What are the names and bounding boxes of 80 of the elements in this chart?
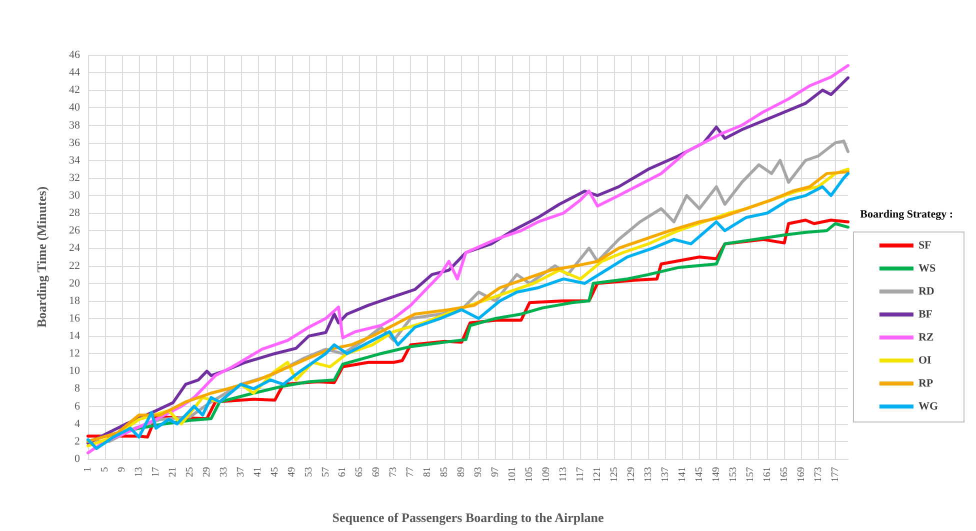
y-tick-label: 20 <box>69 277 80 290</box>
x-tick-label: 101 <box>507 467 518 482</box>
y-tick-label: 30 <box>69 190 80 202</box>
legend-label: SF <box>918 240 932 252</box>
y-tick-label: 24 <box>69 242 80 254</box>
x-tick-label: 53 <box>303 467 314 477</box>
x-tick-label: 149 <box>710 467 722 482</box>
x-tick-label: 29 <box>201 467 212 477</box>
x-tick-label: 9 <box>116 467 128 472</box>
y-tick-label: 10 <box>69 365 80 378</box>
y-tick-label: 34 <box>69 154 80 166</box>
legend-label: BF <box>918 308 933 320</box>
x-tick-label: 41 <box>252 467 264 477</box>
x-tick-label: 61 <box>337 467 348 477</box>
y-tick-label: 4 <box>74 418 80 430</box>
x-tick-label: 129 <box>626 467 637 482</box>
x-tick-label: 137 <box>660 467 671 482</box>
x-tick-label: 89 <box>456 467 468 477</box>
y-tick-label: 14 <box>69 330 80 342</box>
legend-label: RD <box>918 286 934 298</box>
x-tick-label: 109 <box>541 467 552 482</box>
x-tick-label: 153 <box>728 467 739 482</box>
y-tick-label: 32 <box>69 172 80 184</box>
x-tick-label: 125 <box>608 467 620 482</box>
y-tick-label: 8 <box>74 382 80 395</box>
x-tick-label: 25 <box>184 467 196 477</box>
x-tick-label: 141 <box>676 467 688 482</box>
x-tick-label: 17 <box>150 467 162 477</box>
y-axis-title: Boarding Time (Minutes) <box>34 186 49 328</box>
legend-label: RP <box>918 378 934 390</box>
x-tick-label: 133 <box>642 467 654 482</box>
x-tick-label: 37 <box>235 467 246 477</box>
y-tick-label: 28 <box>69 207 80 220</box>
y-tick-label: 16 <box>69 312 80 324</box>
legend-label: WG <box>918 400 938 412</box>
x-tick-label: 69 <box>371 467 382 477</box>
x-tick-label: 77 <box>405 467 416 477</box>
x-tick-label: 45 <box>269 467 280 477</box>
x-tick-label: 97 <box>490 467 502 477</box>
x-tick-label: 73 <box>388 467 400 477</box>
x-tick-label: 105 <box>524 467 536 482</box>
x-axis-title: Sequence of Passengers Boarding to the Airplane <box>332 510 604 525</box>
x-tick-label: 1 <box>82 467 94 472</box>
y-tick-label: 36 <box>69 136 80 149</box>
y-tick-label: 40 <box>69 102 80 114</box>
x-tick-label: 173 <box>812 467 824 482</box>
x-tick-label: 177 <box>830 467 841 482</box>
x-tick-label: 169 <box>796 467 807 482</box>
y-tick-label: 22 <box>69 260 80 272</box>
y-tick-label: 18 <box>69 294 80 307</box>
x-tick-label: 5 <box>99 467 110 472</box>
y-tick-label: 42 <box>69 84 80 96</box>
y-tick-label: 38 <box>69 119 80 132</box>
x-tick-label: 57 <box>320 467 332 477</box>
x-tick-label: 161 <box>762 467 773 482</box>
legend-title: Boarding Strategy : <box>860 208 954 220</box>
x-tick-label: 165 <box>778 467 790 482</box>
x-tick-label: 33 <box>218 467 230 477</box>
y-tick-label: 12 <box>69 348 80 360</box>
x-tick-label: 65 <box>354 467 366 477</box>
x-tick-label: 157 <box>744 467 756 482</box>
x-tick-label: 117 <box>575 467 586 482</box>
y-tick-label: 6 <box>74 400 80 412</box>
x-tick-label: 49 <box>286 467 298 477</box>
x-tick-label: 81 <box>422 467 434 477</box>
x-tick-label: 121 <box>592 467 603 482</box>
legend-label: OI <box>918 354 932 366</box>
y-tick-label: 26 <box>69 224 80 237</box>
x-tick-label: 113 <box>558 467 570 482</box>
legend-label: RZ <box>918 332 934 344</box>
y-tick-label: 0 <box>74 453 80 465</box>
x-tick-label: 85 <box>439 467 450 477</box>
x-tick-label: 21 <box>167 467 178 477</box>
x-tick-label: 13 <box>133 467 144 477</box>
y-tick-label: 44 <box>69 66 80 79</box>
x-tick-label: 145 <box>694 467 705 482</box>
legend-label: WS <box>918 262 936 274</box>
x-tick-label: 93 <box>473 467 484 477</box>
y-tick-label: 2 <box>74 435 80 448</box>
y-tick-label: 46 <box>69 49 80 61</box>
